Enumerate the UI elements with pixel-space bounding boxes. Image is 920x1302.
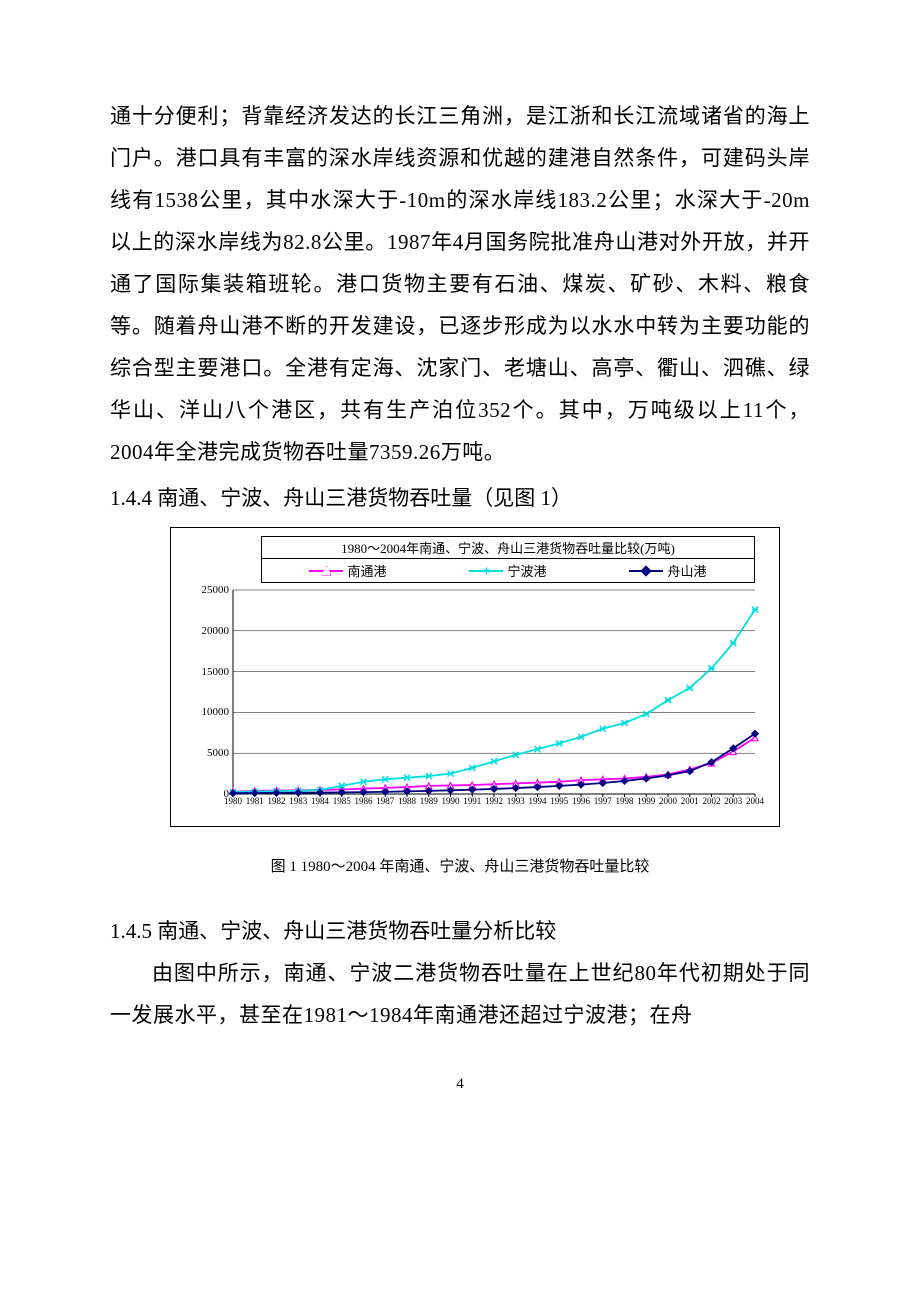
x-tick-label: 1988 bbox=[398, 794, 416, 806]
x-tick-label: 2003 bbox=[724, 794, 742, 806]
series-marker bbox=[513, 752, 519, 758]
series-marker bbox=[469, 765, 475, 771]
series-marker bbox=[361, 779, 367, 785]
x-tick-label: 1992 bbox=[485, 794, 503, 806]
series-marker bbox=[622, 720, 628, 726]
y-tick-label: 20000 bbox=[202, 625, 234, 637]
x-tick-label: 2000 bbox=[659, 794, 677, 806]
x-tick-label: 1990 bbox=[442, 794, 460, 806]
legend-label: 舟山港 bbox=[667, 561, 706, 580]
series-marker bbox=[404, 775, 410, 781]
series-marker bbox=[752, 607, 758, 613]
series-marker bbox=[578, 734, 584, 740]
series-marker bbox=[556, 740, 562, 746]
legend-label: 南通港 bbox=[347, 561, 386, 580]
page-number: 4 bbox=[110, 1076, 810, 1093]
series-marker bbox=[600, 726, 606, 732]
x-tick-label: 1987 bbox=[376, 794, 394, 806]
x-tick-label: 1989 bbox=[420, 794, 438, 806]
x-tick-label: 1994 bbox=[529, 794, 547, 806]
x-tick-label: 1986 bbox=[355, 794, 373, 806]
x-tick-label: 1991 bbox=[463, 794, 481, 806]
series-marker bbox=[709, 665, 715, 671]
chart-legend: 南通港 ✶ 宁波港 舟山港 bbox=[261, 558, 755, 583]
series-line bbox=[233, 610, 755, 792]
series-marker bbox=[643, 711, 649, 717]
series-marker bbox=[448, 771, 454, 777]
legend-label: 宁波港 bbox=[507, 561, 546, 580]
x-tick-label: 1993 bbox=[507, 794, 525, 806]
series-marker bbox=[665, 697, 671, 703]
legend-item: 舟山港 bbox=[629, 561, 706, 580]
x-tick-label: 1996 bbox=[572, 794, 590, 806]
y-tick-label: 25000 bbox=[202, 584, 234, 596]
series-marker bbox=[730, 640, 736, 646]
paragraph-1: 通十分便利；背靠经济发达的长江三角洲，是江浙和长江流域诸省的海上门户。港口具有丰… bbox=[110, 95, 810, 473]
legend-swatch bbox=[629, 566, 663, 576]
x-tick-label: 1980 bbox=[224, 794, 242, 806]
series-marker bbox=[426, 773, 432, 779]
x-tick-label: 1982 bbox=[268, 794, 286, 806]
throughput-chart: 1980～2004年南通、宁波、舟山三港货物吞吐量比较(万吨) 南通港 ✶ 宁波港 舟… bbox=[170, 527, 780, 827]
series-marker bbox=[491, 758, 497, 764]
x-tick-label: 1985 bbox=[333, 794, 351, 806]
legend-swatch: ✶ bbox=[469, 566, 503, 576]
x-tick-label: 1981 bbox=[246, 794, 264, 806]
series-marker bbox=[535, 746, 541, 752]
x-tick-label: 2002 bbox=[703, 794, 721, 806]
x-tick-label: 2001 bbox=[681, 794, 699, 806]
document-page: 通十分便利；背靠经济发达的长江三角洲，是江浙和长江流域诸省的海上门户。港口具有丰… bbox=[0, 0, 920, 1133]
heading-1-4-4: 1.4.4 南通、宁波、舟山三港货物吞吐量（见图 1） bbox=[110, 477, 810, 519]
x-tick-label: 1983 bbox=[289, 794, 307, 806]
series-marker bbox=[687, 685, 693, 691]
y-tick-label: 5000 bbox=[207, 747, 233, 759]
paragraph-2: 由图中所示，南通、宁波二港货物吞吐量在上世纪80年代初期处于同一发展水平，甚至在… bbox=[110, 952, 810, 1036]
chart-caption: 图 1 1980～2004 年南通、宁波、舟山三港货物吞吐量比较 bbox=[110, 855, 810, 876]
x-tick-label: 1984 bbox=[311, 794, 329, 806]
series-marker bbox=[382, 776, 388, 782]
legend-swatch bbox=[309, 566, 343, 576]
chart-title: 1980～2004年南通、宁波、舟山三港货物吞吐量比较(万吨) bbox=[261, 536, 755, 559]
x-tick-label: 2004 bbox=[746, 794, 764, 806]
x-tick-label: 1998 bbox=[616, 794, 634, 806]
chart-plot-area: 0500010000150002000025000198019811982198… bbox=[233, 590, 755, 794]
x-tick-label: 1999 bbox=[637, 794, 655, 806]
x-tick-label: 1997 bbox=[594, 794, 612, 806]
y-tick-label: 15000 bbox=[202, 666, 234, 678]
legend-item: ✶ 宁波港 bbox=[469, 561, 546, 580]
x-tick-label: 1995 bbox=[550, 794, 568, 806]
heading-1-4-5: 1.4.5 南通、宁波、舟山三港货物吞吐量分析比较 bbox=[110, 910, 810, 952]
legend-item: 南通港 bbox=[309, 561, 386, 580]
y-tick-label: 10000 bbox=[202, 706, 234, 718]
chart-svg bbox=[233, 590, 755, 794]
